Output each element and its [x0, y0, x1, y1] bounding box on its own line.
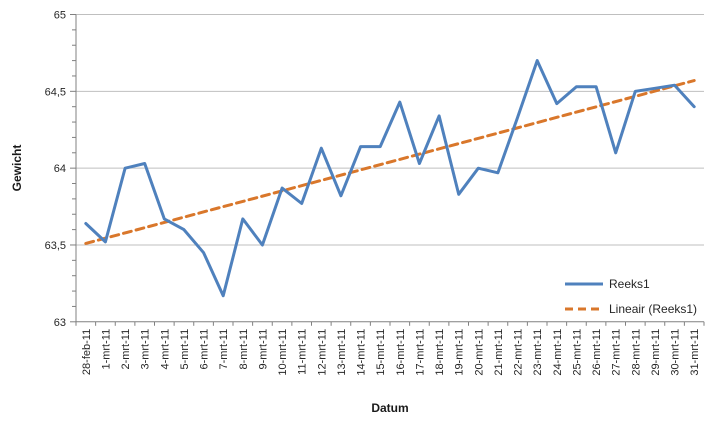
x-tick-label: 20-mrt-11	[473, 329, 485, 376]
x-tick-label: 18-mrt-11	[434, 329, 446, 376]
x-tick-label: 31-mrt-11	[689, 329, 701, 376]
x-tick-label: 22-mrt-11	[513, 329, 525, 376]
x-tick-label: 6-mrt-11	[199, 329, 211, 370]
x-axis-title: Datum	[371, 401, 409, 415]
x-tick-label: 24-mrt-11	[552, 329, 564, 376]
x-tick-label: 10-mrt-11	[277, 329, 289, 376]
legend: Reeks1 Lineair (Reeks1)	[565, 271, 697, 321]
x-tick-label: 23-mrt-11	[532, 329, 544, 376]
y-tick-label: 63,5	[45, 240, 66, 252]
x-tick-label: 8-mrt-11	[238, 329, 250, 370]
x-tick-label: 16-mrt-11	[395, 329, 407, 376]
x-tick-label: 12-mrt-11	[316, 329, 328, 376]
x-tick-label: 7-mrt-11	[218, 329, 230, 370]
x-tick-label: 30-mrt-11	[670, 329, 682, 376]
x-tick-label: 14-mrt-11	[356, 329, 368, 376]
x-tick-label: 1-mrt-11	[100, 329, 112, 370]
x-tick-label: 25-mrt-11	[571, 329, 583, 376]
y-tick-label: 65	[54, 10, 66, 22]
x-tick-label: 28-mrt-11	[630, 329, 642, 376]
x-tick-label: 4-mrt-11	[159, 329, 171, 370]
x-tick-label: 2-mrt-11	[120, 329, 132, 370]
legend-dashed-line-icon	[565, 307, 603, 310]
x-tick-label: 26-mrt-11	[591, 329, 603, 376]
legend-label-reeks1: Reeks1	[609, 276, 650, 291]
x-tick-label: 15-mrt-11	[375, 329, 387, 376]
x-tick-label: 3-mrt-11	[140, 329, 152, 370]
x-tick-label: 28-feb-11	[81, 329, 93, 375]
x-tick-label: 19-mrt-11	[454, 329, 466, 376]
y-axis-title: Gewicht	[10, 144, 24, 192]
trendline-lineair-reeks1	[84, 79, 696, 245]
y-tick-label: 63	[54, 317, 66, 329]
x-tick-label: 13-mrt-11	[336, 329, 348, 376]
legend-item-lineair-reeks1: Lineair (Reeks1)	[565, 296, 697, 321]
legend-item-reeks1: Reeks1	[565, 271, 697, 296]
x-tick-label: 9-mrt-11	[257, 329, 269, 370]
x-tick-label: 11-mrt-11	[297, 329, 309, 375]
x-tick-label: 17-mrt-11	[414, 329, 426, 376]
y-tick-label: 64	[54, 163, 66, 175]
legend-solid-line-icon	[565, 282, 603, 285]
y-tick-label: 64,5	[45, 86, 66, 98]
series-line-reeks1	[84, 59, 696, 298]
x-tick-label: 29-mrt-11	[650, 329, 662, 376]
x-tick-label: 5-mrt-11	[179, 329, 191, 370]
x-tick-label: 21-mrt-11	[493, 329, 505, 376]
legend-label-lineair-reeks1: Lineair (Reeks1)	[609, 301, 698, 316]
x-tick-label: 27-mrt-11	[611, 329, 623, 376]
